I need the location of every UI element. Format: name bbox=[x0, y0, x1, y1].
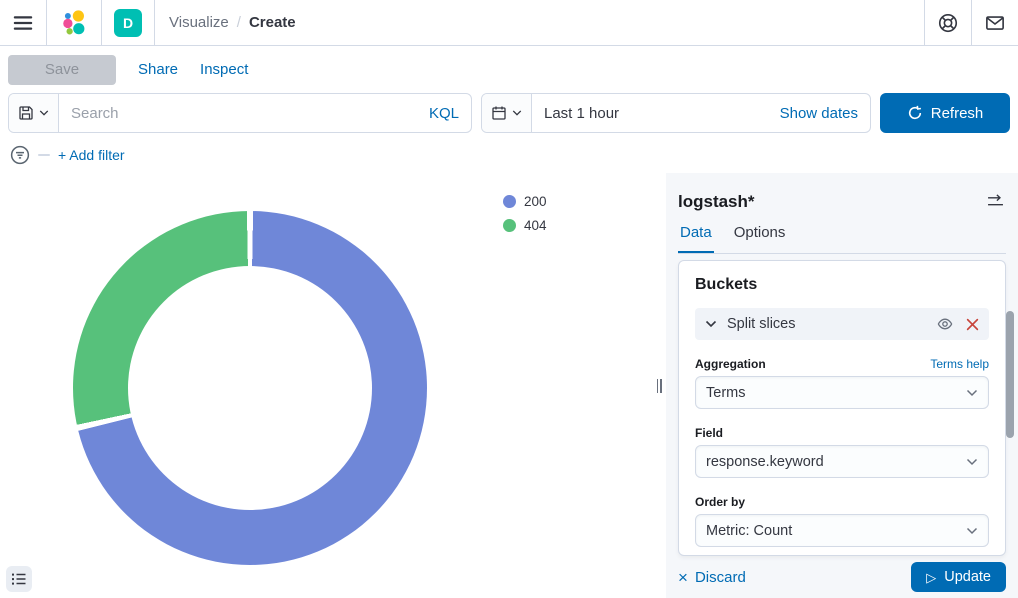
order-by-label: Order by bbox=[695, 495, 746, 509]
legend-label: 200 bbox=[524, 193, 547, 209]
breadcrumb-current: Create bbox=[248, 14, 296, 31]
help-icon[interactable] bbox=[925, 0, 971, 45]
remove-bucket-icon[interactable] bbox=[966, 318, 979, 331]
filter-bar: + Add filter bbox=[0, 137, 1018, 173]
panel-scrollbar[interactable] bbox=[1006, 311, 1014, 438]
index-pattern-title: logstash* bbox=[678, 191, 755, 211]
refresh-label: Refresh bbox=[930, 104, 984, 122]
header-divider bbox=[46, 0, 47, 45]
save-button[interactable]: Save bbox=[8, 54, 116, 85]
menu-icon[interactable] bbox=[0, 0, 46, 45]
discard-button[interactable]: × Discard bbox=[678, 569, 746, 586]
chevron-down-icon bbox=[966, 527, 978, 534]
calendar-icon bbox=[492, 106, 506, 120]
update-button[interactable]: ▷ Update bbox=[911, 562, 1006, 592]
tab-options[interactable]: Options bbox=[732, 224, 788, 253]
update-label: Update bbox=[944, 569, 991, 585]
donut-chart[interactable] bbox=[73, 211, 427, 565]
newsfeed-mail-icon[interactable] bbox=[972, 0, 1018, 45]
discard-x-icon: × bbox=[678, 567, 688, 587]
play-icon: ▷ bbox=[926, 569, 937, 585]
editor-panel: logstash* Data Options Buckets Split bbox=[666, 173, 1018, 598]
date-picker-menu-button[interactable] bbox=[482, 94, 532, 132]
share-button[interactable]: Share bbox=[138, 61, 179, 78]
discard-label: Discard bbox=[694, 568, 746, 586]
date-picker-group: Last 1 hour Show dates bbox=[481, 93, 871, 133]
refresh-icon bbox=[908, 105, 921, 120]
field-select[interactable]: response.keyword bbox=[695, 445, 989, 478]
terms-help-link[interactable]: Terms help bbox=[930, 357, 989, 371]
aggregation-value: Terms bbox=[706, 384, 746, 401]
chevron-down-icon bbox=[705, 320, 717, 328]
legend-item-404[interactable]: 404 bbox=[503, 213, 547, 237]
search-input[interactable] bbox=[59, 94, 417, 132]
header-divider bbox=[924, 0, 925, 45]
legend-label: 404 bbox=[524, 217, 547, 233]
aggregation-select[interactable]: Terms bbox=[695, 376, 989, 409]
space-badge[interactable]: D bbox=[114, 9, 142, 37]
breadcrumb-separator: / bbox=[236, 14, 241, 31]
chevron-down-icon bbox=[966, 389, 978, 396]
field-value: response.keyword bbox=[706, 453, 824, 470]
legend-item-200[interactable]: 200 bbox=[503, 189, 547, 213]
panel-resizer[interactable] bbox=[652, 173, 666, 598]
query-bar: KQL Last 1 hour Show dates Refresh bbox=[0, 93, 1018, 137]
tab-data[interactable]: Data bbox=[678, 224, 714, 253]
order-by-select[interactable]: Metric: Count bbox=[695, 514, 989, 547]
header-divider bbox=[971, 0, 972, 45]
order-by-value: Metric: Count bbox=[706, 522, 793, 539]
add-filter-button[interactable]: + Add filter bbox=[58, 147, 125, 163]
split-slices-label: Split slices bbox=[727, 316, 796, 332]
aggregation-label: Aggregation bbox=[695, 357, 766, 371]
header-left: D Visualize / Create bbox=[0, 0, 310, 45]
breadcrumb-visualize[interactable]: Visualize bbox=[169, 14, 229, 31]
editor-panel-footer: × Discard ▷ Update bbox=[666, 556, 1018, 598]
chart-legend: 200 404 bbox=[503, 189, 547, 237]
buckets-section-title: Buckets bbox=[695, 276, 758, 293]
filter-icon[interactable] bbox=[10, 145, 30, 165]
query-language-switcher[interactable]: KQL bbox=[428, 104, 459, 122]
resizer-grip-icon bbox=[656, 378, 662, 393]
elastic-logo-icon[interactable] bbox=[47, 0, 101, 45]
visualize-actions-row: Save Share Inspect bbox=[0, 46, 1018, 93]
inspect-button[interactable]: Inspect bbox=[200, 61, 249, 78]
chevron-down-icon bbox=[512, 110, 522, 116]
chevron-down-icon bbox=[966, 458, 978, 465]
editor-panel-header: logstash* Data Options bbox=[666, 173, 1018, 254]
show-dates-button[interactable]: Show dates bbox=[779, 104, 858, 122]
list-icon bbox=[12, 573, 26, 585]
legend-swatch bbox=[503, 194, 516, 208]
search-bar-group: KQL bbox=[8, 93, 472, 133]
filter-bar-dash bbox=[38, 154, 50, 156]
time-range-button[interactable]: Last 1 hour bbox=[532, 105, 768, 122]
collapse-panel-icon[interactable] bbox=[985, 191, 1006, 212]
refresh-button[interactable]: Refresh bbox=[880, 93, 1010, 133]
editor-tabs: Data Options bbox=[678, 224, 1006, 254]
legend-swatch bbox=[503, 218, 516, 232]
header-bar: D Visualize / Create bbox=[0, 0, 1018, 46]
main-content: 200 404 bbox=[0, 173, 1018, 598]
visualization-canvas: 200 404 bbox=[0, 173, 652, 598]
chevron-down-icon bbox=[39, 110, 49, 116]
breadcrumb: Visualize / Create bbox=[155, 0, 310, 45]
save-query-icon bbox=[19, 106, 33, 120]
eye-icon[interactable] bbox=[937, 316, 953, 332]
saved-query-menu-button[interactable] bbox=[9, 94, 59, 132]
field-label: Field bbox=[695, 426, 724, 440]
legend-toggle-button[interactable] bbox=[6, 566, 32, 592]
donut-hole bbox=[128, 266, 372, 510]
header-right bbox=[924, 0, 1018, 45]
header-divider bbox=[154, 0, 155, 45]
header-divider bbox=[101, 0, 102, 45]
split-slices-row[interactable]: Split slices bbox=[695, 308, 989, 340]
buckets-card: Buckets Split slices bbox=[678, 260, 1006, 556]
